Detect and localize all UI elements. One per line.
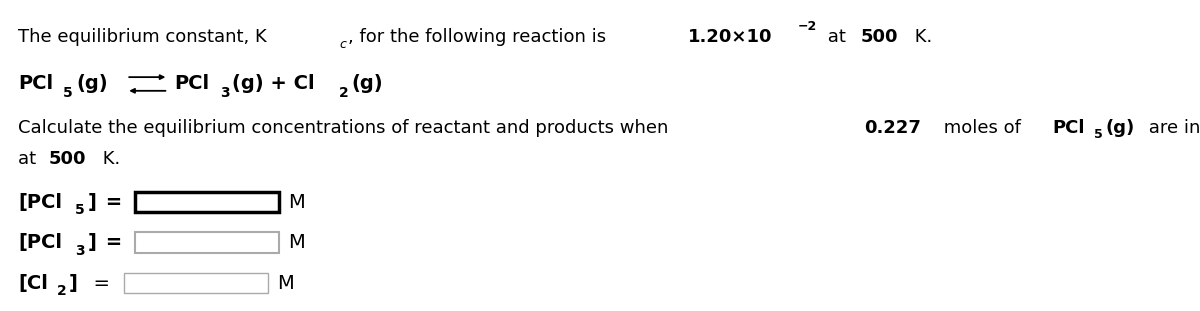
Text: c: c (338, 38, 346, 51)
Text: K.: K. (97, 150, 120, 168)
Text: 2: 2 (56, 284, 66, 298)
Text: The equilibrium constant, K: The equilibrium constant, K (18, 28, 266, 46)
Text: 3: 3 (74, 244, 84, 258)
Text: PCl: PCl (174, 74, 210, 94)
Text: K.: K. (908, 28, 932, 46)
Text: (g): (g) (352, 74, 383, 94)
Text: 5: 5 (1094, 128, 1103, 141)
Text: 0.227: 0.227 (865, 118, 922, 137)
Text: moles of: moles of (938, 118, 1027, 137)
Text: (g): (g) (76, 74, 108, 94)
Text: , for the following reaction is: , for the following reaction is (348, 28, 612, 46)
Text: −2: −2 (797, 20, 817, 33)
Text: 3: 3 (220, 86, 229, 100)
Text: =: = (80, 273, 109, 293)
Text: (g) + Cl: (g) + Cl (232, 74, 314, 94)
Text: are introduced into a 1.00 L vessel: are introduced into a 1.00 L vessel (1144, 118, 1200, 137)
Text: PCl: PCl (1052, 118, 1085, 137)
Text: 2: 2 (338, 86, 348, 100)
Text: 1.20×10: 1.20×10 (689, 28, 773, 46)
Text: at: at (18, 150, 42, 168)
Text: Calculate the equilibrium concentrations of reactant and products when: Calculate the equilibrium concentrations… (18, 118, 674, 137)
Bar (124, 273, 268, 293)
Text: 5: 5 (74, 203, 84, 217)
Text: 500: 500 (860, 28, 898, 46)
Text: M: M (288, 193, 305, 212)
Text: 500: 500 (49, 150, 86, 168)
Text: [PCl: [PCl (18, 193, 62, 212)
Text: =: = (98, 233, 122, 252)
Text: ]: ] (88, 233, 96, 252)
Text: ]: ] (88, 193, 96, 212)
Text: at: at (822, 28, 852, 46)
Text: M: M (288, 233, 305, 252)
Bar (134, 192, 278, 212)
Text: [PCl: [PCl (18, 233, 62, 252)
Text: PCl: PCl (18, 74, 53, 94)
Text: ]: ] (70, 273, 78, 293)
Text: (g): (g) (1105, 118, 1135, 137)
Text: 5: 5 (64, 86, 73, 100)
Bar (134, 233, 278, 253)
Text: =: = (98, 193, 122, 212)
Text: [Cl: [Cl (18, 273, 48, 293)
Text: M: M (277, 273, 294, 293)
